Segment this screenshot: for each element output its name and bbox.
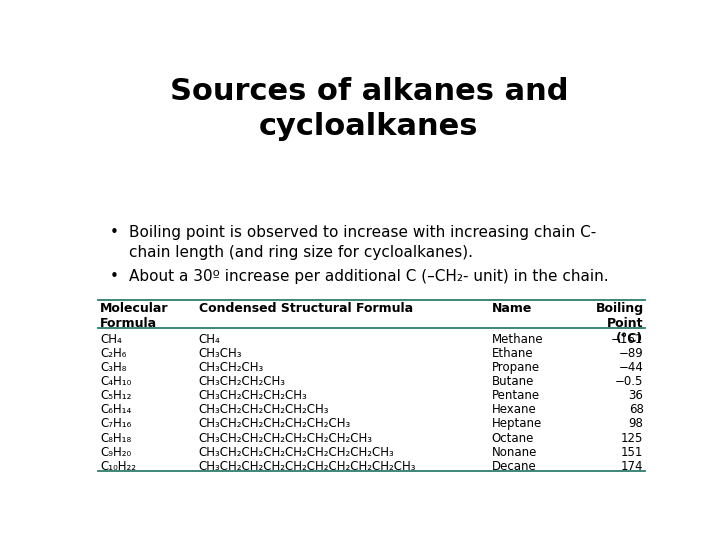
Text: C₅H₁₂: C₅H₁₂ — [100, 389, 132, 402]
Text: Propane: Propane — [492, 361, 540, 374]
Text: Ethane: Ethane — [492, 347, 534, 360]
Text: Decane: Decane — [492, 460, 536, 473]
Text: Boiling point is observed to increase with increasing chain C-
chain length (and: Boiling point is observed to increase wi… — [129, 225, 596, 260]
Text: Pentane: Pentane — [492, 389, 540, 402]
Text: C₆H₁₄: C₆H₁₄ — [100, 403, 131, 416]
Text: Heptane: Heptane — [492, 417, 542, 430]
Text: CH₃CH₂CH₂CH₂CH₃: CH₃CH₂CH₂CH₂CH₃ — [199, 389, 307, 402]
Text: CH₃CH₂CH₂CH₂CH₂CH₂CH₂CH₃: CH₃CH₂CH₂CH₂CH₂CH₂CH₂CH₃ — [199, 431, 373, 444]
Text: CH₃CH₂CH₂CH₂CH₂CH₂CH₂CH₂CH₂CH₃: CH₃CH₂CH₂CH₂CH₂CH₂CH₂CH₂CH₂CH₃ — [199, 460, 416, 473]
Text: 125: 125 — [621, 431, 644, 444]
Text: Molecular
Formula: Molecular Formula — [100, 302, 168, 330]
Text: 174: 174 — [621, 460, 644, 473]
Text: •: • — [109, 225, 118, 240]
Text: C₁₀H₂₂: C₁₀H₂₂ — [100, 460, 136, 473]
Text: Methane: Methane — [492, 333, 544, 346]
Text: 151: 151 — [621, 446, 644, 458]
Text: C₇H₁₆: C₇H₁₆ — [100, 417, 131, 430]
Text: Sources of alkanes and
cycloalkanes: Sources of alkanes and cycloalkanes — [170, 77, 568, 141]
Text: CH₃CH₂CH₂CH₂CH₂CH₂CH₂CH₂CH₃: CH₃CH₂CH₂CH₂CH₂CH₂CH₂CH₂CH₃ — [199, 446, 395, 458]
Text: 98: 98 — [629, 417, 644, 430]
Text: C₉H₂₀: C₉H₂₀ — [100, 446, 131, 458]
Text: C₄H₁₀: C₄H₁₀ — [100, 375, 131, 388]
Text: 36: 36 — [629, 389, 644, 402]
Text: CH₃CH₂CH₂CH₂CH₂CH₃: CH₃CH₂CH₂CH₂CH₂CH₃ — [199, 403, 329, 416]
Text: Boiling
Point
(°C): Boiling Point (°C) — [595, 302, 644, 345]
Text: C₃H₈: C₃H₈ — [100, 361, 127, 374]
Text: Name: Name — [492, 302, 532, 315]
Text: C₈H₁₈: C₈H₁₈ — [100, 431, 131, 444]
Text: −161: −161 — [611, 333, 644, 346]
Text: 68: 68 — [629, 403, 644, 416]
Text: CH₃CH₂CH₃: CH₃CH₂CH₃ — [199, 361, 264, 374]
Text: CH₃CH₃: CH₃CH₃ — [199, 347, 243, 360]
Text: Nonane: Nonane — [492, 446, 537, 458]
Text: CH₄: CH₄ — [100, 333, 122, 346]
Text: −89: −89 — [618, 347, 644, 360]
Text: C₂H₆: C₂H₆ — [100, 347, 127, 360]
Text: CH₄: CH₄ — [199, 333, 220, 346]
Text: Octane: Octane — [492, 431, 534, 444]
Text: About a 30º increase per additional C (–CH₂- unit) in the chain.: About a 30º increase per additional C (–… — [129, 268, 608, 284]
Text: −0.5: −0.5 — [615, 375, 644, 388]
Text: Hexane: Hexane — [492, 403, 536, 416]
Text: −44: −44 — [618, 361, 644, 374]
Text: •: • — [109, 268, 118, 284]
Text: CH₃CH₂CH₂CH₃: CH₃CH₂CH₂CH₃ — [199, 375, 286, 388]
Text: Condensed Structural Formula: Condensed Structural Formula — [199, 302, 413, 315]
Text: Butane: Butane — [492, 375, 534, 388]
Text: CH₃CH₂CH₂CH₂CH₂CH₂CH₃: CH₃CH₂CH₂CH₂CH₂CH₂CH₃ — [199, 417, 351, 430]
